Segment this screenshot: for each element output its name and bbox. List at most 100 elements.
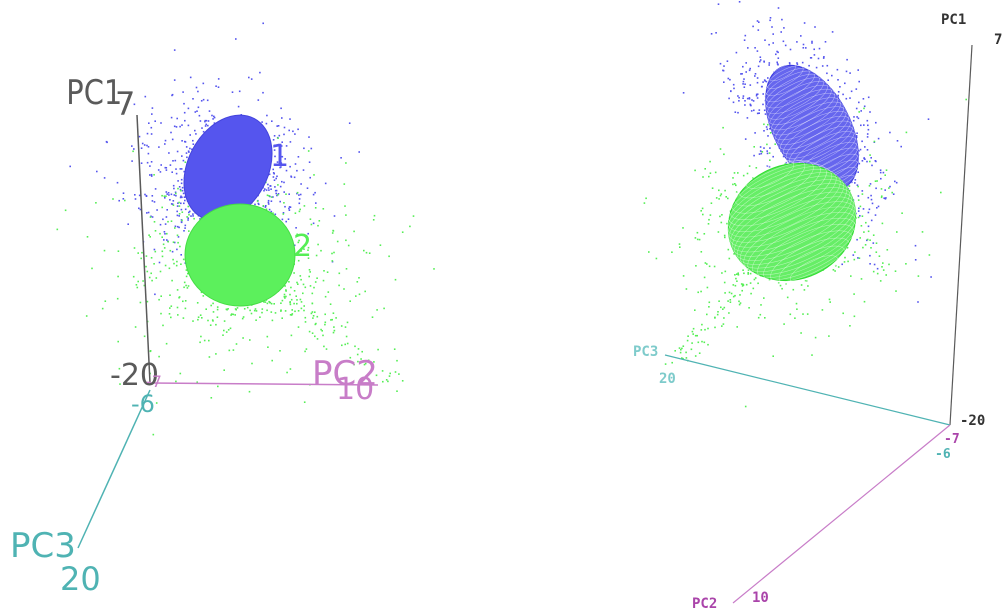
cluster-2-point	[249, 309, 251, 312]
cluster-1-point	[837, 79, 839, 81]
cluster-1-point	[761, 85, 763, 88]
cluster-2-point	[284, 310, 287, 312]
cluster-2-point	[250, 312, 253, 315]
cluster-1-point	[163, 231, 166, 233]
cluster-1-point	[759, 60, 761, 63]
cluster-2-point	[696, 231, 699, 234]
cluster-1-point	[826, 72, 828, 75]
cluster-1-point	[844, 82, 846, 85]
cluster-1-point	[315, 202, 317, 204]
cluster-2-point	[300, 250, 303, 252]
cluster-2-point	[116, 297, 119, 300]
cluster-2-point	[721, 325, 723, 327]
cluster-1-point	[279, 185, 282, 188]
cluster-2-point	[872, 234, 875, 236]
cluster-1-point	[272, 168, 274, 171]
cluster-2-point	[285, 290, 287, 292]
right-cluster-1-mesh	[765, 64, 859, 192]
cluster-2-point	[741, 285, 744, 287]
cluster-2-point	[331, 318, 333, 321]
left-pc2-max-tick: 10	[336, 372, 374, 407]
cluster-1-point	[183, 202, 185, 205]
cluster-2-point	[186, 287, 189, 289]
cluster-1-point	[192, 98, 194, 100]
cluster-1-point	[753, 154, 755, 157]
cluster-1-point	[184, 227, 186, 229]
cluster-2-point	[210, 304, 212, 307]
cluster-2-point	[285, 193, 287, 195]
cluster-1-point	[173, 79, 176, 81]
cluster-1-point	[134, 198, 137, 200]
cluster-2-point	[721, 214, 723, 216]
cluster-1-point	[741, 73, 743, 75]
cluster-1-point	[831, 31, 834, 33]
cluster-1-point	[726, 60, 729, 62]
cluster-1-point	[202, 98, 205, 101]
cluster-2-point	[178, 296, 181, 298]
cluster-2-point	[175, 264, 178, 267]
cluster-2-point	[246, 306, 249, 309]
cluster-1-point	[776, 61, 778, 64]
cluster-1-point	[754, 132, 756, 134]
cluster-1-point	[857, 171, 859, 173]
cluster-1-point	[735, 51, 738, 54]
cluster-1-point	[262, 91, 264, 94]
cluster-1-point	[147, 211, 150, 214]
cluster-1-point	[284, 158, 286, 160]
cluster-2-point	[338, 272, 341, 275]
cluster-2-point	[708, 301, 711, 304]
cluster-2-point	[412, 215, 415, 217]
cluster-2-point	[236, 307, 239, 309]
cluster-1-point	[324, 182, 327, 185]
cluster-1-point	[777, 51, 779, 54]
cluster-1-point	[151, 216, 154, 218]
cluster-2-point	[297, 283, 299, 285]
cluster-2-point	[738, 300, 740, 303]
cluster-2-point	[332, 312, 335, 314]
cluster-1-point	[762, 93, 764, 95]
cluster-2-point	[814, 336, 817, 339]
cluster-2-point	[172, 241, 175, 243]
cluster-2-point	[159, 270, 162, 273]
cluster-1-point	[273, 179, 276, 181]
cluster-1-point	[175, 126, 178, 128]
cluster-2-point	[747, 269, 750, 271]
cluster-1-point	[783, 27, 785, 29]
cluster-1-point	[288, 207, 290, 210]
cluster-2-point	[757, 316, 760, 319]
right-cluster-2-mesh-line	[763, 230, 853, 283]
cluster-2-point	[685, 351, 687, 354]
cluster-2-point	[740, 283, 743, 285]
cluster-2-point	[794, 317, 796, 319]
cluster-2-point	[137, 280, 139, 283]
cluster-1-point	[149, 174, 151, 176]
cluster-2-point	[868, 185, 871, 187]
cluster-2-point	[368, 252, 371, 254]
cluster-1-point	[772, 33, 774, 35]
cluster-2-point	[860, 278, 863, 280]
cluster-1-point	[131, 145, 133, 147]
cluster-2-point	[283, 293, 286, 296]
cluster-2-point	[777, 282, 780, 284]
cluster-1-point	[105, 140, 108, 143]
cluster-2-point	[281, 317, 283, 319]
cluster-1-point	[176, 117, 178, 120]
cluster-1-point	[817, 57, 820, 60]
cluster-1-point	[179, 188, 182, 191]
cluster-2-point	[223, 369, 225, 371]
cluster-1-point	[775, 53, 777, 56]
cluster-2-point	[140, 257, 142, 260]
cluster-1-point	[144, 193, 146, 196]
cluster-1-point	[284, 205, 286, 208]
cluster-2-point	[866, 238, 869, 241]
cluster-1-point	[267, 201, 270, 204]
cluster-2-point	[723, 317, 725, 319]
cluster-2-point	[314, 335, 316, 338]
left-pc3-axis	[77, 389, 151, 549]
cluster-2-point	[732, 183, 734, 186]
cluster-1-point	[749, 103, 752, 106]
cluster-2-point	[165, 195, 167, 197]
cluster-1-point	[181, 124, 183, 126]
cluster-2-point	[345, 162, 347, 164]
cluster-2-point	[861, 215, 864, 217]
